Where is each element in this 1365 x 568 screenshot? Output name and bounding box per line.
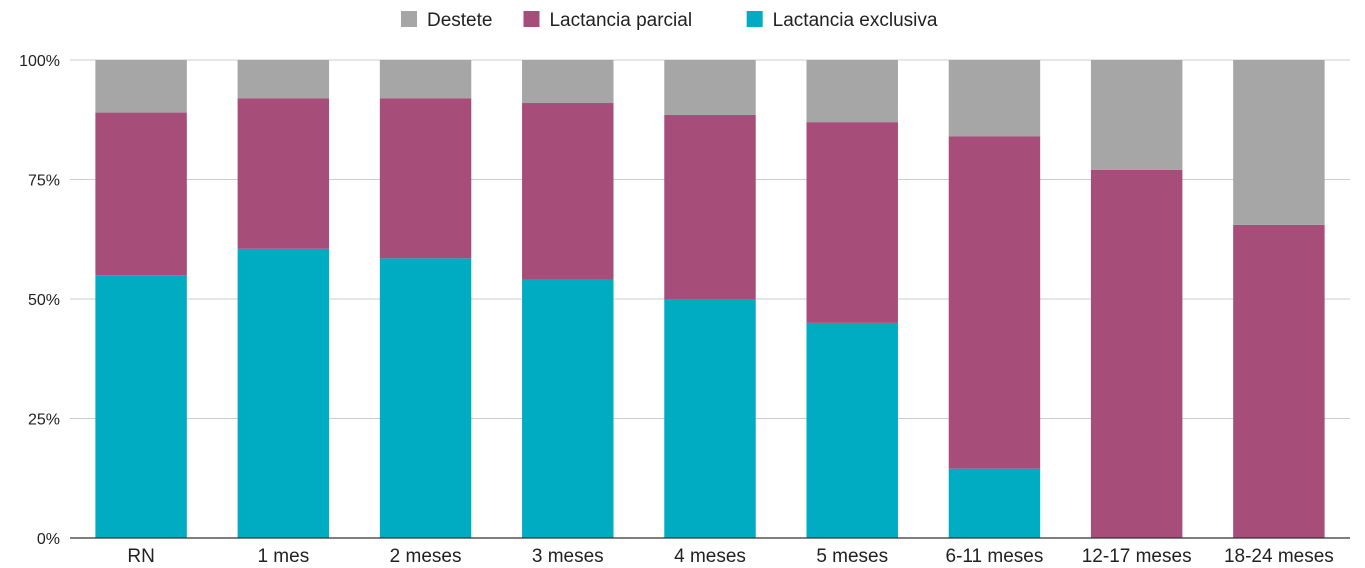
bar-segment-destete	[379, 60, 472, 99]
bar-group	[522, 60, 614, 538]
y-tick-label: 50%	[28, 292, 60, 309]
legend-label: Lactancia parcial	[549, 10, 692, 31]
bar-segment-lactancia-parcial	[522, 103, 614, 280]
bar-group	[1233, 60, 1325, 538]
bar-segment-lactancia-parcial	[1090, 169, 1183, 538]
bar-group	[1090, 60, 1183, 538]
x-tick-label: 6-11 meses	[946, 546, 1044, 567]
x-axis: RN 1 mes 2 meses 3 meses 4 meses 5 meses 6-11 …	[70, 537, 1350, 567]
bar-segment-destete	[95, 60, 187, 113]
legend: Destete Lactancia parcial Lactancia exclus…	[400, 10, 938, 31]
bars	[95, 60, 1325, 538]
y-tick-label: 75%	[28, 173, 60, 190]
x-tick-label: 12-17 meses	[1082, 546, 1192, 567]
bar-segment-lactancia-parcial	[95, 112, 187, 276]
legend-swatch	[746, 11, 763, 27]
bar-segment-destete	[1090, 60, 1183, 170]
legend-item: Lactancia exclusiva	[746, 10, 938, 31]
bar-segment-destete	[948, 60, 1041, 137]
bar-group	[379, 60, 472, 538]
bar-segment-lactancia-exclusiva	[948, 468, 1041, 538]
x-tick-label: 18-24 meses	[1224, 546, 1334, 567]
bar-segment-destete	[522, 60, 614, 104]
bar-segment-lactancia-parcial	[664, 114, 756, 299]
bar-group	[806, 60, 898, 538]
bar-group	[95, 60, 187, 538]
bar-segment-lactancia-parcial	[379, 98, 472, 259]
bar-segment-lactancia-exclusiva	[806, 322, 898, 538]
bar-segment-lactancia-parcial	[806, 122, 898, 323]
bar-segment-destete	[237, 60, 330, 99]
legend-item: Lactancia parcial	[523, 10, 692, 31]
x-tick-label: RN	[127, 546, 154, 567]
x-tick-label: 1 mes	[257, 546, 309, 567]
bar-segment-destete	[664, 60, 756, 115]
bar-segment-lactancia-parcial	[237, 98, 330, 249]
bar-group	[948, 60, 1041, 538]
legend-label: Destete	[427, 10, 492, 31]
bar-group	[664, 60, 756, 538]
legend-swatch	[400, 11, 417, 27]
bar-segment-destete	[806, 60, 898, 123]
legend-label: Lactancia exclusiva	[773, 10, 938, 31]
y-tick-label: 100%	[19, 53, 60, 70]
bar-segment-lactancia-exclusiva	[664, 299, 756, 538]
y-tick-label: 25%	[28, 412, 60, 429]
bar-segment-lactancia-exclusiva	[379, 258, 472, 538]
bar-group	[237, 60, 330, 538]
y-tick-label: 0%	[37, 531, 60, 548]
bar-segment-lactancia-parcial	[948, 136, 1041, 469]
x-tick-label: 2 meses	[390, 546, 462, 567]
x-tick-label: 3 meses	[532, 546, 604, 567]
y-axis: 0% 25% 50% 75% 100%	[19, 53, 60, 548]
legend-swatch	[523, 11, 540, 27]
bar-segment-lactancia-exclusiva	[237, 248, 330, 538]
x-tick-label: 5 meses	[816, 546, 888, 567]
bar-segment-destete	[1233, 60, 1325, 225]
bar-segment-lactancia-exclusiva	[95, 275, 187, 538]
legend-item: Destete	[400, 10, 492, 31]
bar-segment-lactancia-parcial	[1233, 224, 1325, 538]
bar-segment-lactancia-exclusiva	[522, 279, 614, 538]
x-tick-label: 4 meses	[674, 546, 746, 567]
